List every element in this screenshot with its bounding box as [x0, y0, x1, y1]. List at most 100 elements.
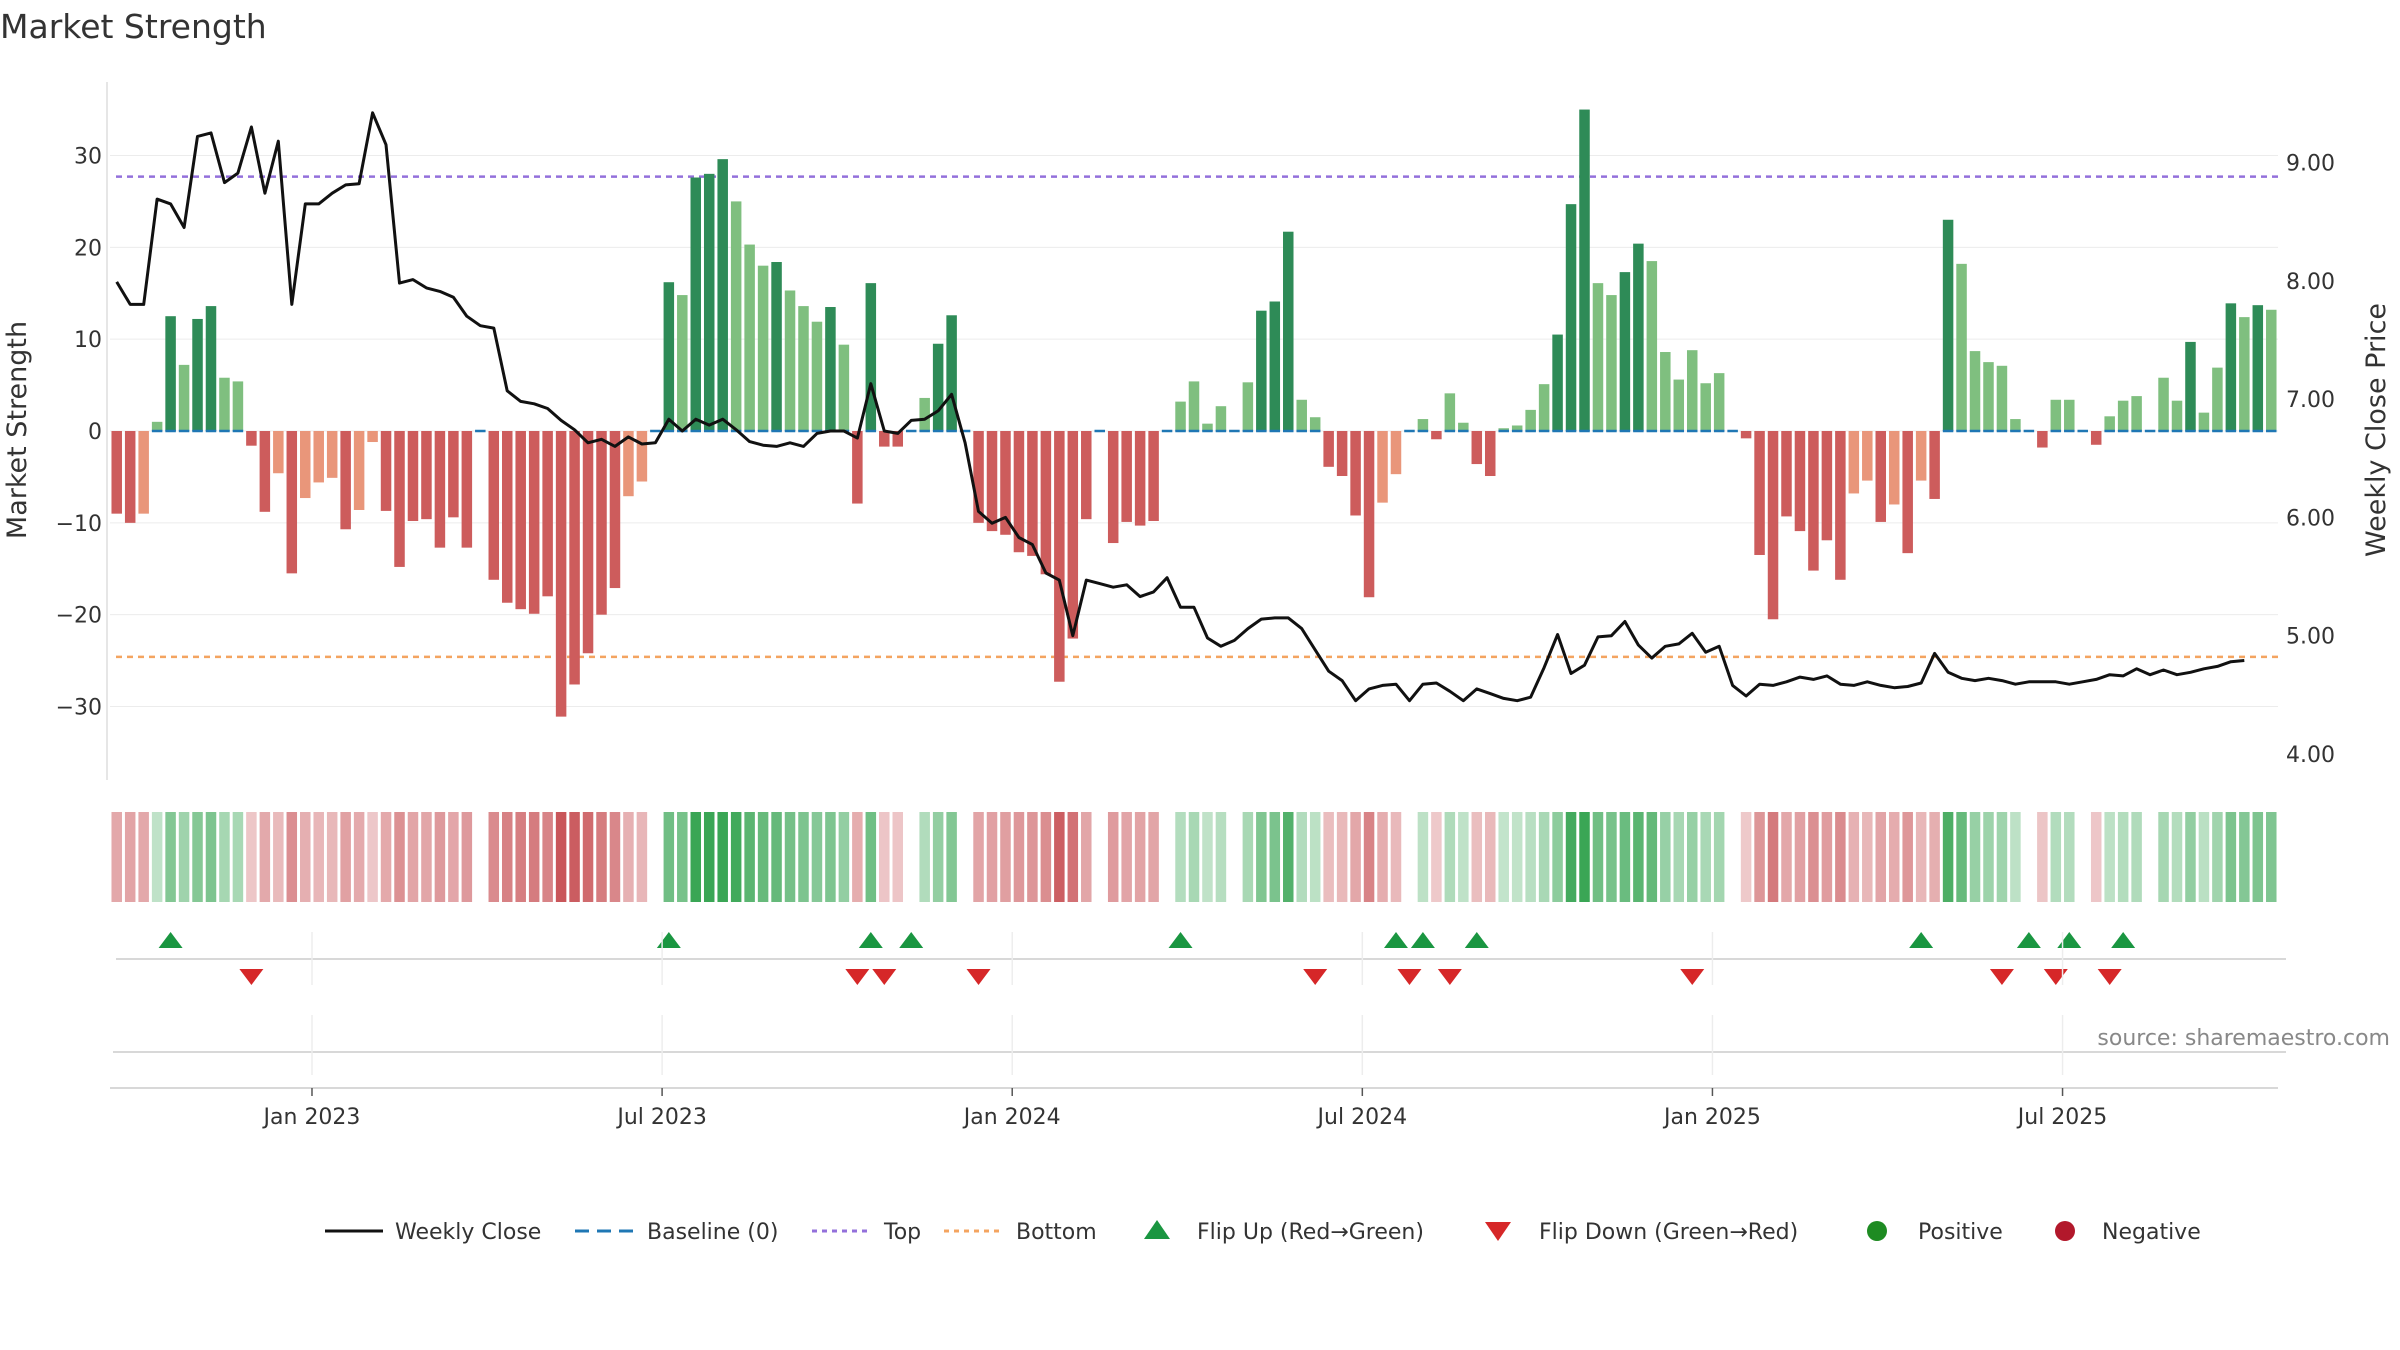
heatmap-cell — [1915, 812, 1927, 902]
heatmap-cell — [1686, 812, 1698, 902]
heatmap-cell — [1458, 812, 1469, 902]
heatmap-cell — [1377, 812, 1388, 902]
heatmap-cell — [959, 812, 971, 902]
heatmap-cell — [946, 812, 957, 902]
strength-bar — [757, 265, 769, 431]
heatmap-cell — [1283, 812, 1294, 902]
strength-bar — [219, 377, 230, 431]
strength-bar — [1107, 431, 1119, 544]
y-left-tick-label: 20 — [74, 236, 102, 261]
flip-down-marker — [845, 969, 870, 985]
legend-flip-up-marker — [1144, 1220, 1170, 1239]
heatmap-cell — [501, 812, 513, 902]
flip-down-marker — [966, 969, 991, 985]
strength-bar — [273, 431, 284, 474]
strength-bar — [703, 173, 715, 431]
strength-bar — [313, 431, 324, 483]
heatmap-cell — [394, 812, 405, 902]
heatmap-cell — [1363, 812, 1375, 902]
strength-bar — [1323, 431, 1334, 467]
heatmap-cell — [273, 812, 284, 902]
strength-bar — [111, 431, 122, 514]
heatmap-cell — [1875, 812, 1887, 902]
y-right-tick-label: 5.00 — [2286, 625, 2335, 650]
strength-bar — [892, 431, 904, 447]
heatmap-cell — [717, 812, 728, 902]
y-left-tick-label: −10 — [56, 512, 102, 537]
heatmap-cell — [1848, 812, 1860, 902]
heatmap-cell — [1606, 812, 1617, 902]
strength-bar — [2064, 399, 2075, 431]
strength-bar — [1283, 231, 1294, 431]
strength-bar — [232, 381, 244, 431]
source-note: source: sharemaestro.com — [2097, 1026, 2390, 1051]
heatmap-cell — [1754, 812, 1765, 902]
y-right-tick-label: 4.00 — [2286, 743, 2335, 768]
heatmap-cell — [192, 812, 203, 902]
strength-bar — [151, 421, 163, 431]
heatmap-cell — [1942, 812, 1954, 902]
strength-bar — [367, 431, 378, 443]
heatmap-cell — [932, 812, 944, 902]
heatmap-cell — [1417, 812, 1429, 902]
heatmap-cell — [1511, 812, 1523, 902]
legend-flip-up: Flip Up (Red→Green) — [1197, 1220, 1424, 1245]
strength-bar — [1363, 431, 1375, 598]
strength-bar — [569, 431, 580, 685]
heatmap-cell — [1121, 812, 1132, 902]
strength-bar — [501, 431, 513, 603]
flip-down-marker — [872, 969, 897, 985]
strength-bar — [1700, 383, 1711, 431]
heatmap-cell — [1215, 812, 1227, 902]
heatmap-cell — [569, 812, 580, 902]
heatmap-cell — [1902, 812, 1913, 902]
strength-bar — [1484, 431, 1496, 477]
strength-bar — [1148, 431, 1159, 522]
strength-bar — [394, 431, 405, 567]
strength-bar — [1377, 431, 1388, 503]
y-left-tick-label: 10 — [74, 328, 102, 353]
heatmap-cell — [2171, 812, 2183, 902]
strength-bar — [2104, 416, 2115, 431]
flip-up-marker — [1168, 932, 1193, 948]
legend-weekly-close: Weekly Close — [395, 1220, 541, 1245]
strength-bar — [528, 431, 540, 614]
heatmap-cell — [165, 812, 176, 902]
heatmap-cell — [205, 812, 217, 902]
strength-bar — [771, 262, 782, 431]
heatmap-cell — [326, 812, 338, 902]
heatmap-cell — [2104, 812, 2115, 902]
strength-bars — [111, 109, 2277, 717]
heatmap-cell — [1390, 812, 1402, 902]
strength-bar — [259, 431, 271, 512]
strength-bar — [555, 431, 567, 717]
heatmap-cell — [2117, 812, 2129, 902]
flip-down-marker — [2097, 969, 2122, 985]
legend-positive: Positive — [1918, 1220, 2003, 1245]
strength-bar — [1552, 334, 1563, 431]
heatmap-cell — [1700, 812, 1711, 902]
heatmap-cell — [138, 812, 149, 902]
strength-bar — [300, 431, 311, 499]
x-tick-label: Jan 2023 — [262, 1105, 361, 1130]
heatmap-cell — [1188, 812, 1200, 902]
strength-bar — [1336, 431, 1348, 477]
flip-up-marker — [656, 932, 681, 948]
heatmap-cell — [448, 812, 459, 902]
y-right-tick-label: 9.00 — [2286, 151, 2335, 176]
heatmap-cell — [1444, 812, 1456, 902]
weekly-close-line — [115, 111, 2245, 703]
heatmap-cell — [367, 812, 378, 902]
strength-bar — [192, 318, 203, 431]
heatmap-cell — [1094, 812, 1105, 902]
strength-bar — [1350, 431, 1361, 516]
strength-bar — [1054, 431, 1065, 682]
strength-bar — [623, 431, 634, 497]
legend-flip-down: Flip Down (Green→Red) — [1539, 1220, 1798, 1245]
heatmap-cell — [1229, 812, 1240, 902]
heatmap-cell — [1309, 812, 1321, 902]
legend-positive-marker — [1867, 1221, 1887, 1241]
strength-bar — [2212, 367, 2223, 431]
strength-bar — [2090, 431, 2102, 445]
strength-bar — [730, 201, 742, 431]
